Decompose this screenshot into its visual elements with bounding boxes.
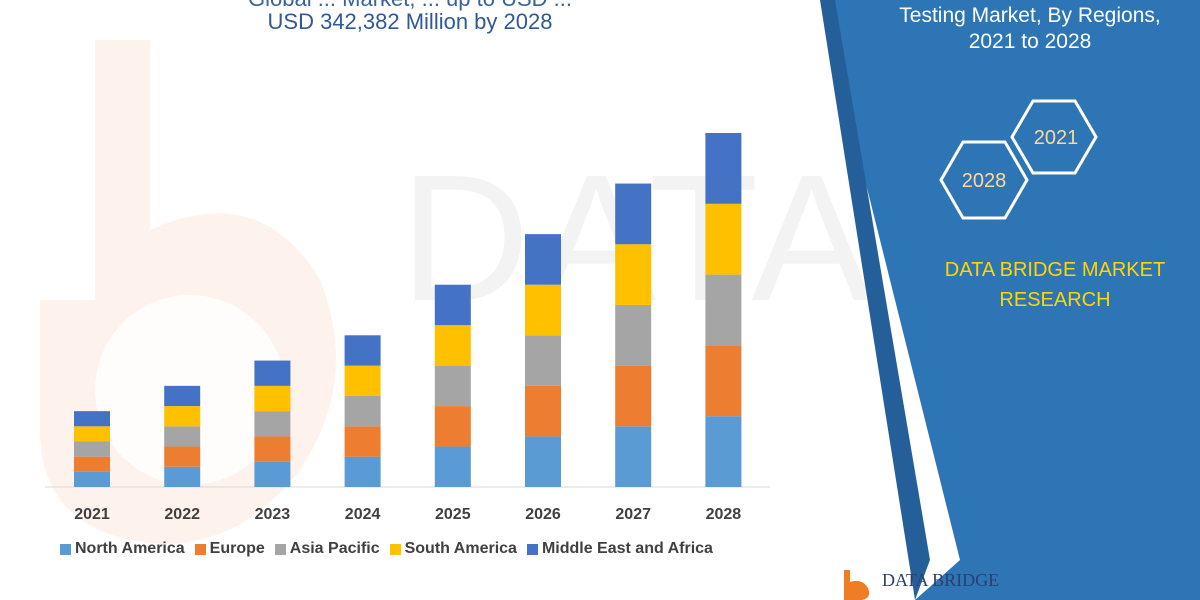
legend-item: North America	[60, 540, 185, 558]
brand-line-2: RESEARCH	[999, 289, 1111, 311]
bar-2024-north-america	[344, 456, 381, 487]
legend-item: South America	[389, 540, 517, 558]
bar-2028-middle-east-and-africa	[705, 133, 742, 204]
bar-2027-south-america	[615, 244, 652, 305]
legend-label: North America	[75, 540, 185, 557]
x-tick-label: 2026	[525, 506, 561, 523]
bar-2024-south-america	[344, 365, 381, 396]
bar-2028-south-america	[705, 203, 742, 275]
bar-2021-asia-pacific	[74, 441, 110, 457]
legend-item: Middle East and Africa	[526, 540, 713, 558]
bar-2027-middle-east-and-africa	[615, 183, 652, 245]
chart-title-line-2: USD 342,382 Million by 2028	[267, 9, 553, 34]
brand-name: DATA BRIDGE MARKET RESEARCH	[905, 255, 1200, 315]
legend-swatch	[526, 543, 538, 555]
bar-2021-europe	[74, 456, 110, 472]
bar-2027-europe	[615, 365, 652, 427]
brand-line-1: DATA BRIDGE MARKET	[944, 259, 1166, 281]
bar-2025-middle-east-and-africa	[434, 284, 471, 326]
bar-2025-north-america	[434, 446, 471, 487]
bar-2028-europe	[705, 345, 742, 417]
bar-2023-south-america	[254, 385, 291, 412]
bar-2026-europe	[525, 385, 561, 437]
badge-2028: 2028	[962, 170, 1007, 192]
chart-title-line-1: Global ... Market, ... up to USD ...	[0, 0, 820, 12]
bar-2021-south-america	[74, 426, 110, 442]
bar-2022-asia-pacific	[164, 426, 201, 447]
x-tick-label: 2027	[615, 506, 651, 523]
bar-2021-middle-east-and-africa	[74, 411, 110, 427]
bar-2026-middle-east-and-africa	[525, 234, 561, 285]
bar-2028-asia-pacific	[705, 274, 742, 346]
bar-2024-asia-pacific	[344, 395, 381, 427]
x-tick-label: 2025	[435, 506, 471, 523]
bar-2028-north-america	[705, 416, 742, 487]
legend-label: Europe	[209, 540, 265, 557]
bar-2026-asia-pacific	[525, 335, 561, 386]
x-tick-label: 2022	[164, 506, 200, 523]
x-tick-label: 2023	[255, 506, 291, 523]
legend-swatch	[389, 543, 401, 555]
footer-logo-text: DATA BRIDGE	[882, 570, 999, 590]
panel-shape	[820, 0, 1200, 600]
bar-2022-middle-east-and-africa	[164, 385, 201, 407]
bar-2023-asia-pacific	[254, 411, 291, 437]
bar-2026-north-america	[525, 436, 561, 487]
bar-2022-south-america	[164, 406, 201, 427]
legend-swatch	[60, 543, 71, 555]
panel-shadow	[820, 0, 930, 600]
hexagon-2028-icon	[939, 140, 1029, 220]
legend-item: Europe	[194, 540, 265, 558]
bar-2021-north-america	[74, 471, 110, 487]
legend-label: Middle East and Africa	[541, 540, 713, 557]
bar-2023-middle-east-and-africa	[254, 360, 291, 386]
bar-2027-asia-pacific	[615, 304, 652, 366]
x-tick-labels: 2021 2022 2023 2024 2025 2026 2027 2028	[74, 506, 741, 523]
bar-2022-north-america	[164, 466, 201, 487]
bar-2023-north-america	[254, 461, 291, 487]
bar-2023-europe	[254, 436, 291, 462]
bar-2022-europe	[164, 446, 201, 467]
x-tick-label: 2024	[345, 506, 381, 523]
x-tick-label: 2021	[74, 506, 110, 523]
bar-2027-north-america	[615, 426, 652, 487]
bar-2025-south-america	[434, 325, 471, 366]
legend-label: South America	[404, 540, 517, 557]
footer-logo: DATA BRIDGE	[844, 570, 999, 600]
legend-label: Asia Pacific	[289, 540, 380, 557]
bars-layer	[74, 133, 742, 487]
panel-title-line-2: 2021 to 2028	[968, 30, 1092, 53]
bar-2026-south-america	[525, 284, 561, 336]
badge-2021: 2021	[1034, 127, 1079, 149]
bar-2024-middle-east-and-africa	[344, 335, 381, 366]
panel-title-line-1: Testing Market, By Regions,	[899, 4, 1161, 27]
legend-swatch	[194, 543, 206, 555]
footer-logo-icon	[844, 570, 870, 600]
bar-2025-asia-pacific	[434, 365, 471, 407]
bar-2024-europe	[344, 426, 381, 457]
bar-2025-europe	[434, 406, 471, 447]
legend-item: Asia Pacific	[274, 540, 380, 558]
x-tick-label: 2028	[706, 506, 742, 523]
chart-legend: North America Europe Asia Pacific South Ame…	[60, 540, 713, 558]
hexagon-2021-icon	[1010, 99, 1098, 175]
legend-swatch	[274, 543, 286, 555]
